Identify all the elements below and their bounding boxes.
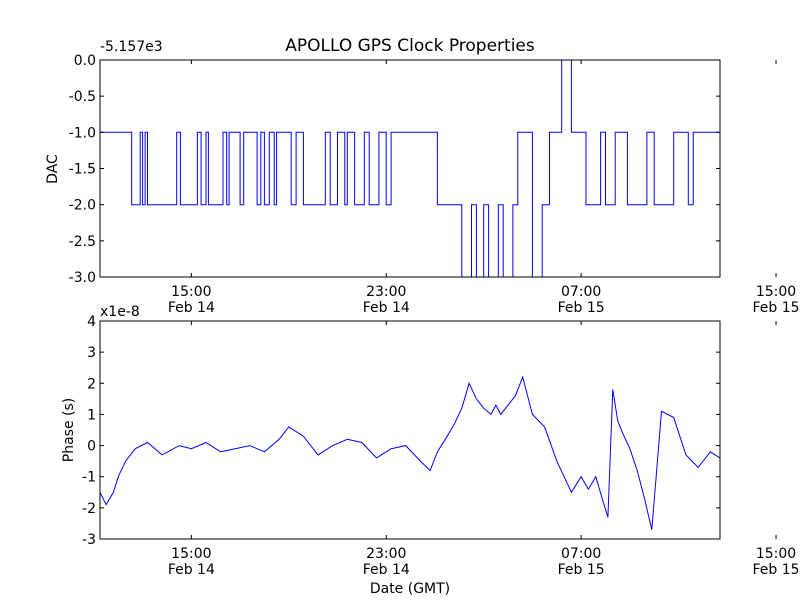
- dac-panel-series-line: [100, 59, 720, 278]
- phase-panel-xtick-time-label: 15:00: [756, 546, 796, 562]
- phase-panel-ytick-label: 1: [87, 407, 96, 423]
- phase-panel-ytick-label: 3: [87, 345, 96, 361]
- chart-title: APOLLO GPS Clock Properties: [285, 36, 535, 56]
- dac-panel-xtick-date-label: Feb 14: [363, 300, 410, 316]
- dac-panel-ytick-label: -0.5: [69, 89, 96, 105]
- dac-panel: -5.157e3 DAC 0.0 -0.5 -1.0 -1.5 -2.0 -2.5 -3.0…: [45, 39, 800, 316]
- dac-panel-ytick-label: 0.0: [74, 53, 96, 69]
- dac-panel-ytick-label: -1.0: [69, 125, 96, 141]
- phase-panel-xtick-date-label: Feb 15: [753, 562, 800, 578]
- phase-panel-ytick-label: 2: [87, 376, 96, 392]
- dac-panel-xtick-date-label: Feb 15: [753, 300, 800, 316]
- phase-panel-ytick-label: -1: [82, 470, 96, 486]
- dac-panel-xtick-time-label: 07:00: [561, 284, 601, 300]
- phase-y-axis-label: Phase (s): [61, 398, 77, 462]
- phase-panel-xtick-time-label: 07:00: [561, 546, 601, 562]
- phase-panel-ytick-label: 4: [87, 314, 96, 330]
- dac-y-axis-label: DAC: [45, 154, 61, 184]
- dac-panel-ytick-label: -1.5: [69, 162, 96, 178]
- dac-panel-xtick-date-label: Feb 14: [168, 300, 215, 316]
- dac-panel-xtick-time-label: 23:00: [366, 284, 406, 300]
- dac-panel-xtick-time-label: 15:00: [171, 284, 211, 300]
- dac-panel-xtick-time-label: 15:00: [756, 284, 796, 300]
- phase-plot-frame: [99, 320, 721, 540]
- phase-panel-ytick-label: 0: [87, 439, 96, 455]
- phase-panel-xtick-date-label: Feb 15: [558, 562, 605, 578]
- phase-panel-xtick-date-label: Feb 14: [168, 562, 215, 578]
- phase-offset-label: x1e-8: [100, 304, 140, 320]
- phase-panel-ytick-label: -2: [82, 501, 96, 517]
- phase-panel-xtick-time-label: 23:00: [366, 546, 406, 562]
- dac-series-group: [100, 59, 720, 278]
- dac-panel-xtick-date-label: Feb 15: [558, 300, 605, 316]
- x-axis-label: Date (GMT): [370, 581, 450, 597]
- dac-plot-frame: [99, 59, 721, 278]
- dac-offset-label: -5.157e3: [100, 39, 163, 55]
- phase-series-group: [99, 375, 721, 530]
- dac-panel-ytick-label: -2.0: [69, 198, 96, 214]
- dac-panel-ytick-label: -3.0: [69, 270, 96, 286]
- phase-panel-xtick-time-label: 15:00: [171, 546, 211, 562]
- phase-panel-xtick-date-label: Feb 14: [363, 562, 410, 578]
- phase-panel-series-line: [99, 375, 721, 530]
- dac-panel-ytick-label: -2.5: [69, 234, 96, 250]
- phase-panel-ytick-label: -3: [82, 532, 96, 548]
